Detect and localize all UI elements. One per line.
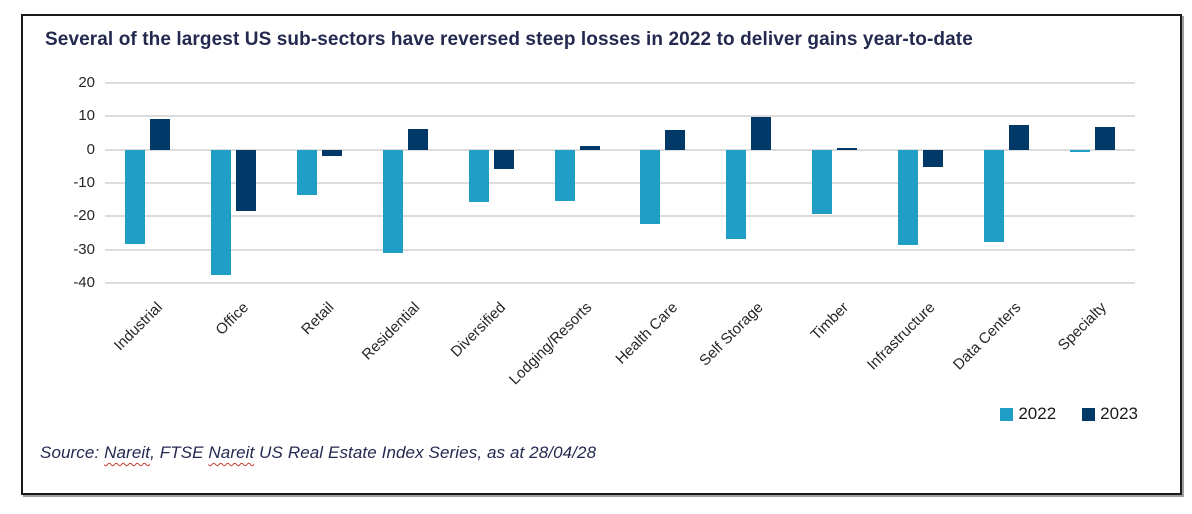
chart-title: Several of the largest US sub-sectors ha… bbox=[45, 29, 973, 50]
bar-2023-industrial bbox=[150, 118, 171, 150]
x-tick-label-diversified: Diversified bbox=[447, 299, 510, 361]
x-tick-label-lodging-resorts: Lodging/Resorts bbox=[505, 299, 596, 389]
bar-2022-lodging-resorts bbox=[554, 149, 575, 202]
gridline--40 bbox=[105, 282, 1135, 284]
y-tick-label-10: 10 bbox=[78, 107, 95, 125]
bar-2022-industrial bbox=[125, 149, 146, 245]
bar-2023-residential bbox=[407, 128, 428, 150]
bar-2022-office bbox=[211, 149, 232, 275]
y-tick-label--10: -10 bbox=[73, 174, 95, 191]
source-text-nareit-1: Nareit bbox=[104, 443, 151, 462]
bar-2022-specialty bbox=[1069, 149, 1090, 152]
bar-2022-diversified bbox=[468, 149, 489, 203]
x-tick-label-timber: Timber bbox=[807, 299, 853, 344]
x-tick-label-industrial: Industrial bbox=[110, 299, 166, 355]
source-text: , FTSE bbox=[150, 443, 209, 462]
x-tick-label-retail: Retail bbox=[298, 299, 338, 339]
gridline--20 bbox=[105, 215, 1135, 218]
legend-item-2022: 2022 bbox=[1000, 404, 1056, 424]
y-tick-label--20: -20 bbox=[73, 207, 95, 225]
bar-2022-health-care bbox=[640, 149, 661, 224]
source-text: Source: bbox=[40, 443, 105, 462]
gridline-20 bbox=[105, 82, 1135, 84]
bar-2023-lodging-resorts bbox=[579, 145, 600, 150]
x-tick-label-data-centers: Data Centers bbox=[949, 299, 1025, 374]
bar-2022-timber bbox=[812, 149, 833, 214]
y-tick-label--30: -30 bbox=[73, 240, 95, 258]
bar-2022-infrastructure bbox=[897, 149, 918, 246]
x-tick-label-office: Office bbox=[212, 299, 252, 339]
source-text-nareit-2: Nareit bbox=[208, 443, 255, 462]
bar-2023-specialty bbox=[1094, 127, 1115, 150]
source-text: US Real Estate Index Series, as at 28/04… bbox=[254, 443, 597, 462]
legend: 2022 2023 bbox=[1000, 404, 1138, 424]
bar-2023-timber bbox=[837, 148, 858, 150]
bar-2023-office bbox=[236, 149, 257, 212]
x-tick-label-self-storage: Self Storage bbox=[696, 299, 767, 370]
legend-label-2022: 2022 bbox=[1018, 404, 1057, 423]
bar-2023-diversified bbox=[493, 149, 514, 169]
bar-2022-residential bbox=[382, 149, 403, 253]
x-tick-label-residential: Residential bbox=[358, 299, 424, 364]
chart-frame: Several of the largest US sub-sectors ha… bbox=[21, 14, 1182, 495]
x-tick-label-specialty: Specialty bbox=[1055, 299, 1111, 355]
y-tick-label-20: 20 bbox=[78, 74, 95, 91]
bar-2023-health-care bbox=[665, 130, 686, 150]
y-tick-label-0: 0 bbox=[86, 140, 95, 158]
gridline--10 bbox=[105, 182, 1135, 184]
legend-label-2023: 2023 bbox=[1100, 404, 1138, 423]
gridline-10 bbox=[105, 115, 1135, 118]
bar-2023-retail bbox=[322, 149, 343, 156]
x-tick-label-infrastructure: Infrastructure bbox=[863, 299, 939, 374]
legend-item-2023: 2023 bbox=[1082, 404, 1138, 424]
bar-2023-infrastructure bbox=[922, 149, 943, 167]
legend-swatch-2023-icon bbox=[1082, 407, 1096, 421]
source-note: Source: Nareit, FTSE Nareit US Real Esta… bbox=[40, 443, 596, 463]
bar-2022-data-centers bbox=[983, 149, 1004, 243]
y-tick-label--40: -40 bbox=[73, 274, 95, 291]
x-tick-label-health-care: Health Care bbox=[612, 299, 681, 368]
gridline--30 bbox=[105, 248, 1135, 251]
plot-area bbox=[105, 82, 1135, 284]
bar-2023-data-centers bbox=[1008, 124, 1029, 150]
gridline-0 bbox=[105, 148, 1135, 151]
bar-2022-self-storage bbox=[726, 149, 747, 239]
bar-2023-self-storage bbox=[751, 117, 772, 150]
x-axis: Industrial Office Retail Residential Diversi… bbox=[105, 299, 1135, 429]
legend-swatch-2022-icon bbox=[1000, 407, 1014, 421]
bar-2022-retail bbox=[297, 149, 318, 195]
